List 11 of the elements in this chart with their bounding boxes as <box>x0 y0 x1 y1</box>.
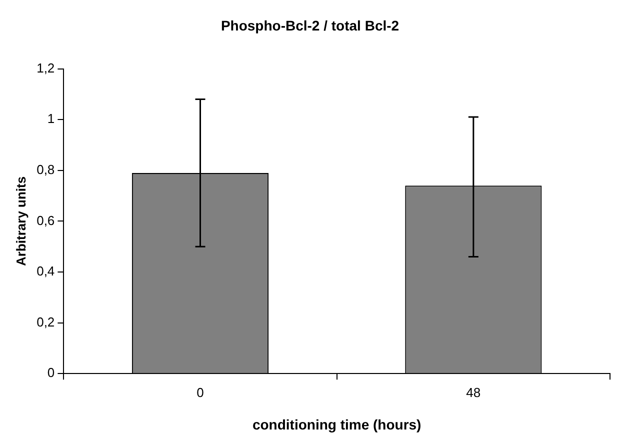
y-tick-label: 0 <box>47 365 55 380</box>
y-tick-label: 0,2 <box>36 314 55 330</box>
y-tick-label: 0,6 <box>36 212 55 228</box>
chart-title: Phospho-Bcl-2 / total Bcl-2 <box>220 17 400 34</box>
y-tick-label: 1,2 <box>36 60 55 76</box>
y-tick-label: 0,4 <box>36 264 55 279</box>
x-tick-label: 48 <box>466 384 481 400</box>
y-tick-label: 1 <box>47 111 55 126</box>
y-tick-label: 0,8 <box>36 162 55 177</box>
x-axis-title: conditioning time (hours) <box>252 416 422 432</box>
y-axis-title: Arbitrary units <box>13 176 28 266</box>
